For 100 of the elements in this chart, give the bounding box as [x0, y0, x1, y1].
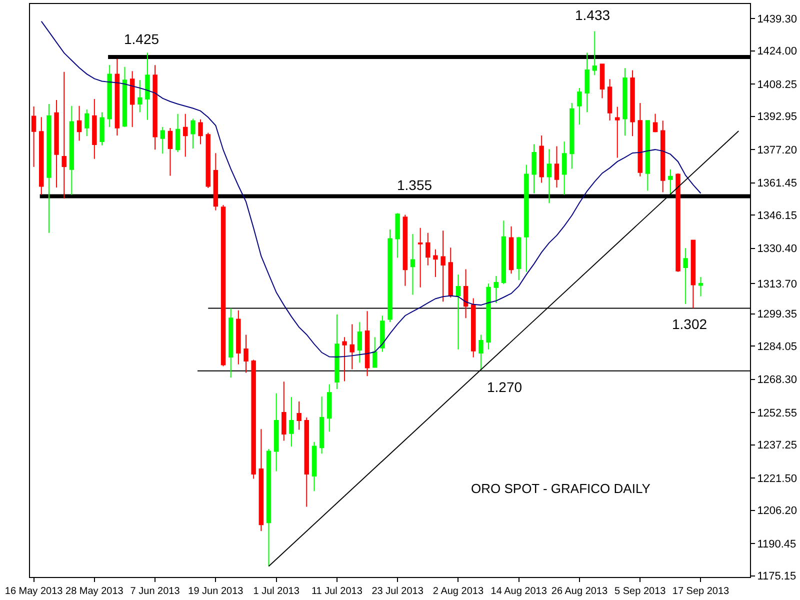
candlestick [138, 80, 142, 113]
candlestick [539, 134, 544, 184]
candlestick [228, 308, 234, 378]
annotation: ORO SPOT - GRAFICO DAILY [471, 481, 651, 496]
candlestick [630, 70, 635, 137]
candlestick [266, 448, 272, 567]
candlestick [168, 128, 173, 176]
x-tick-label: 23 Jul 2013 [372, 586, 424, 597]
annotation: 1.302 [672, 316, 708, 332]
candlestick [342, 336, 347, 382]
x-tick-label: 11 Jul 2013 [311, 586, 363, 597]
y-tick-label: 1237.25 [757, 440, 797, 452]
y-tick-label: 1330.40 [757, 243, 797, 256]
candlestick [683, 248, 688, 304]
x-tick-label: 16 May 2013 [4, 586, 64, 597]
candlestick [660, 120, 666, 193]
candlestick [282, 381, 286, 442]
y-tick-label: 1252.55 [757, 407, 797, 420]
candlestick [570, 102, 574, 170]
candlestick [289, 396, 294, 448]
candlestick [364, 310, 370, 377]
candlestick [524, 164, 529, 272]
candlestick [198, 118, 203, 145]
y-tick-label: 1346.15 [757, 210, 797, 222]
x-tick-label: 14 Aug 2013 [490, 586, 548, 597]
candlestick [107, 64, 112, 128]
candlestick [236, 310, 241, 365]
candlestick [220, 204, 226, 367]
candlestick [676, 172, 680, 272]
candlestick [463, 268, 468, 319]
y-tick-label: 1392.95 [757, 111, 797, 124]
y-tick-label: 1439.30 [757, 13, 797, 26]
candlestick [584, 52, 590, 113]
candlestick [577, 87, 582, 126]
y-tick-label: 1408.25 [757, 78, 797, 91]
x-tick-label: 2 Aug 2013 [432, 586, 484, 597]
candlestick [698, 276, 704, 297]
candlestick [501, 220, 506, 285]
annotation: 1.355 [397, 177, 432, 193]
candlestick [152, 64, 158, 150]
candlestick [76, 105, 82, 142]
candlestick [31, 106, 36, 168]
candlestick [494, 275, 498, 304]
candlestick [532, 144, 536, 194]
x-tick-label: 7 Jun 2013 [130, 586, 180, 597]
candlestick [175, 113, 180, 153]
candlestick [206, 132, 210, 188]
candlestick [92, 98, 97, 160]
candlestick [562, 141, 567, 196]
candlestick [652, 113, 658, 133]
candlestick [440, 230, 446, 302]
annotation: 1.425 [124, 31, 160, 47]
candlestick [258, 428, 264, 532]
candlestick [145, 52, 150, 120]
y-tick-label: 1268.30 [757, 374, 797, 386]
y-tick-label: 1424.00 [757, 46, 797, 58]
candlestick [190, 118, 196, 150]
candlestick [69, 105, 74, 196]
annotation: 1.433 [575, 7, 610, 23]
candlestick [54, 99, 59, 188]
candlestick [448, 247, 453, 298]
x-tick-label: 1 Jul 2013 [253, 586, 300, 597]
candlestick [62, 71, 66, 200]
y-tick-label: 1361.45 [757, 178, 797, 190]
candlestick [327, 384, 332, 432]
candlestick [486, 283, 491, 350]
candlestick [418, 227, 423, 288]
x-tick-label: 26 Aug 2013 [551, 586, 608, 597]
candlestick [312, 441, 317, 492]
y-tick-label: 1190.45 [757, 538, 796, 550]
candlestick [160, 126, 165, 154]
candlestick [638, 102, 642, 177]
candlestick [554, 146, 560, 188]
candlestick [592, 30, 597, 76]
candlestick [456, 274, 461, 350]
candlestick [122, 66, 128, 128]
candlestick [508, 226, 514, 274]
candlestick [402, 214, 408, 286]
x-tick-label: 28 May 2013 [66, 586, 124, 597]
y-tick-label: 1313.70 [757, 278, 797, 290]
candlestick [296, 400, 302, 430]
candlestick [46, 104, 52, 234]
candlestick [39, 116, 44, 196]
candlestick [426, 232, 430, 266]
candlestick [130, 70, 135, 128]
candlestick [690, 240, 696, 309]
candlestick [350, 324, 354, 370]
y-tick-label: 1284.05 [757, 340, 797, 353]
candlestick [304, 417, 309, 508]
candlestick [274, 392, 279, 472]
x-tick-label: 17 Sep 2013 [672, 586, 730, 597]
candlestick [546, 148, 552, 204]
candlestick [516, 236, 522, 281]
y-tick-label: 1206.20 [757, 505, 797, 518]
candlestick [319, 396, 324, 454]
candlestick [622, 68, 628, 136]
candlestick [478, 334, 484, 371]
y-tick-label: 1377.20 [757, 144, 797, 156]
annotation: 1.270 [487, 379, 522, 395]
candlestick [357, 322, 362, 364]
